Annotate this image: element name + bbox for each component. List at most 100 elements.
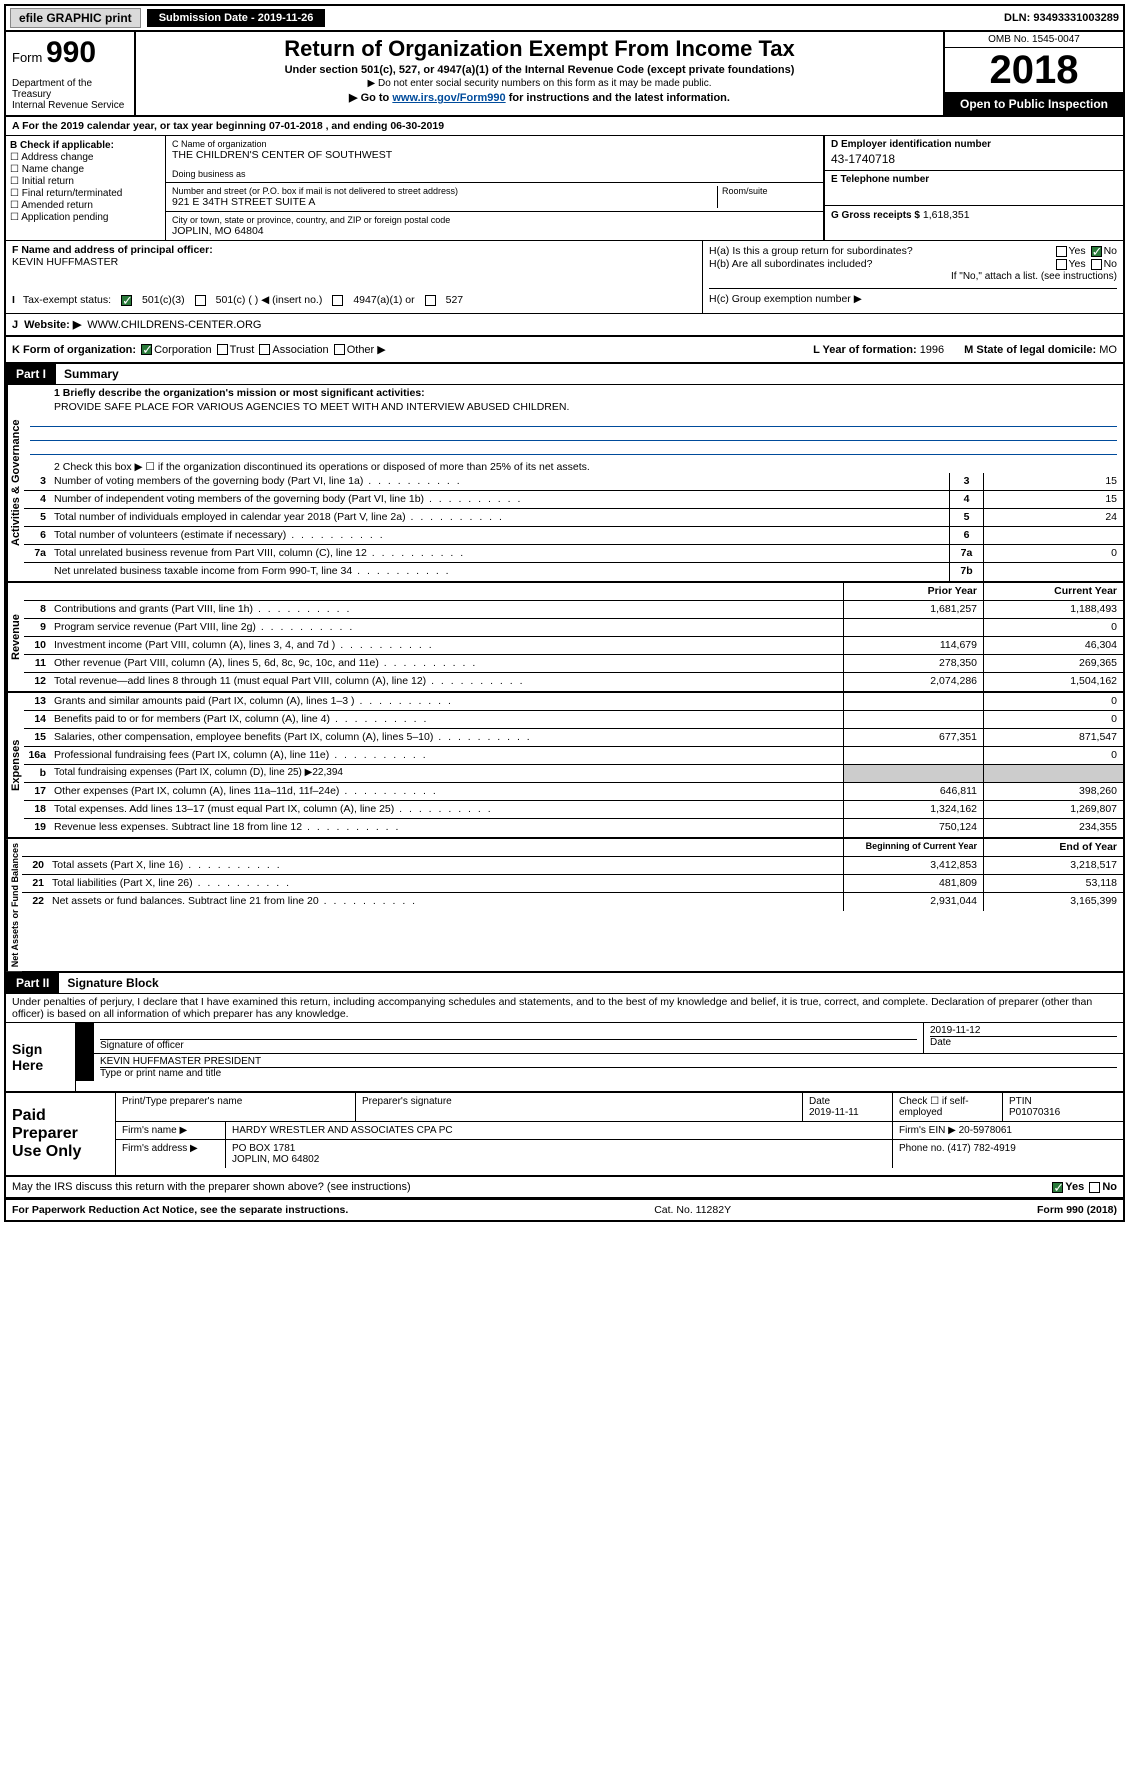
form-container: efile GRAPHIC print Submission Date - 20… [4,4,1125,1222]
discuss-row: May the IRS discuss this return with the… [6,1177,1123,1199]
irs-link[interactable]: www.irs.gov/Form990 [392,92,505,104]
sign-date: 2019-11-12 [930,1025,1117,1036]
chk-amended[interactable]: ☐ Amended return [10,200,161,211]
chk-other[interactable] [334,344,345,355]
row-a-tax-year: A For the 2019 calendar year, or tax yea… [6,117,1123,136]
section-net-assets: Net Assets or Fund Balances [6,839,22,971]
form-subtitle: Under section 501(c), 527, or 4947(a)(1)… [144,64,935,76]
chk-527[interactable] [425,295,436,306]
chk-hb-no[interactable] [1091,259,1102,270]
mission-text: PROVIDE SAFE PLACE FOR VARIOUS AGENCIES … [24,399,1123,413]
omb-number: OMB No. 1545-0047 [945,32,1123,48]
table-row: 5Total number of individuals employed in… [24,509,1123,527]
table-row: 22Net assets or fund balances. Subtract … [22,893,1123,911]
state-domicile: MO [1099,344,1117,356]
firm-ein: 20-5978061 [959,1125,1012,1136]
section-governance: Activities & Governance [6,385,24,581]
table-row: 10Investment income (Part VIII, column (… [24,637,1123,655]
table-row: 9Program service revenue (Part VIII, lin… [24,619,1123,637]
row-k-form-org: K Form of organization: Corporation Trus… [6,337,1123,364]
tax-year: 2018 [945,48,1123,93]
chk-ha-yes[interactable] [1056,246,1067,257]
top-bar: efile GRAPHIC print Submission Date - 20… [6,6,1123,32]
principal-officer: KEVIN HUFFMASTER [12,256,696,268]
chk-trust[interactable] [217,344,228,355]
chk-initial-return[interactable]: ☐ Initial return [10,176,161,187]
section-revenue: Revenue [6,583,24,691]
table-row: 19Revenue less expenses. Subtract line 1… [24,819,1123,837]
paid-preparer-block: Paid Preparer Use Only Print/Type prepar… [6,1093,1123,1177]
chk-name-change[interactable]: ☐ Name change [10,164,161,175]
row-fh: F Name and address of principal officer:… [6,241,1123,314]
col-prior-year: Prior Year [843,583,983,600]
open-public-badge: Open to Public Inspection [945,93,1123,115]
firm-address: PO BOX 1781 [232,1143,886,1154]
org-address: 921 E 34TH STREET SUITE A [172,196,717,208]
table-row: 13Grants and similar amounts paid (Part … [24,693,1123,711]
footer: For Paperwork Reduction Act Notice, see … [6,1199,1123,1220]
part-2-header: Part II Signature Block [6,973,1123,994]
chk-corp[interactable] [141,344,152,355]
chk-app-pending[interactable]: ☐ Application pending [10,212,161,223]
table-row: 11Other revenue (Part VIII, column (A), … [24,655,1123,673]
table-row: 15Salaries, other compensation, employee… [24,729,1123,747]
org-city: JOPLIN, MO 64804 [172,225,817,237]
submission-date-label: Submission Date - 2019-11-26 [147,9,326,27]
arrow-icon [76,1023,94,1053]
table-row: 4Number of independent voting members of… [24,491,1123,509]
table-row: 18Total expenses. Add lines 13–17 (must … [24,801,1123,819]
chk-discuss-no[interactable] [1089,1182,1100,1193]
col-c-org-info: C Name of organization THE CHILDREN'S CE… [166,136,823,240]
spacer [331,15,998,21]
chk-501c[interactable] [195,295,206,306]
chk-ha-no[interactable] [1091,246,1102,257]
table-row: 3Number of voting members of the governi… [24,473,1123,491]
col-end: End of Year [983,839,1123,856]
year-formation: 1996 [920,344,944,356]
table-row: 14Benefits paid to or for members (Part … [24,711,1123,729]
line-1-label: 1 Briefly describe the organization's mi… [24,385,1123,399]
table-row: 17Other expenses (Part IX, column (A), l… [24,783,1123,801]
header: Form 990 Department of the Treasury Inte… [6,32,1123,117]
table-row: 8Contributions and grants (Part VIII, li… [24,601,1123,619]
gross-receipts: 1,618,351 [923,209,970,221]
perjury-text: Under penalties of perjury, I declare th… [6,994,1123,1023]
dept-label: Department of the Treasury Internal Reve… [12,78,128,111]
ein-value: 43-1740718 [831,152,1117,166]
ptin: P01070316 [1009,1107,1117,1118]
row-j-website: J Website: ▶ WWW.CHILDRENS-CENTER.ORG [6,314,1123,337]
col-beginning: Beginning of Current Year [843,839,983,856]
section-expenses: Expenses [6,693,24,837]
table-row: 7aTotal unrelated business revenue from … [24,545,1123,563]
officer-name: KEVIN HUFFMASTER PRESIDENT [100,1056,1117,1067]
prep-date: 2019-11-11 [809,1107,886,1118]
dln-label: DLN: 93493331003289 [1004,12,1119,24]
part-1-header: Part I Summary [6,364,1123,385]
chk-address-change[interactable]: ☐ Address change [10,152,161,163]
col-d-ein: D Employer identification number 43-1740… [823,136,1123,240]
chk-hb-yes[interactable] [1056,259,1067,270]
table-row: Net unrelated business taxable income fr… [24,563,1123,581]
table-row: 12Total revenue—add lines 8 through 11 (… [24,673,1123,691]
table-row: 6Total number of volunteers (estimate if… [24,527,1123,545]
firm-phone: (417) 782-4919 [947,1143,1015,1154]
firm-name: HARDY WRESTLER AND ASSOCIATES CPA PC [226,1122,893,1139]
col-current-year: Current Year [983,583,1123,600]
form-number: Form 990 [12,36,128,70]
website-value: WWW.CHILDRENS-CENTER.ORG [87,319,261,331]
chk-4947[interactable] [332,295,343,306]
table-row: 16aProfessional fundraising fees (Part I… [24,747,1123,765]
form-title: Return of Organization Exempt From Incom… [144,36,935,62]
block-bcd: B Check if applicable: ☐ Address change … [6,136,1123,241]
chk-assoc[interactable] [259,344,270,355]
instructions-link-row: ▶ Go to www.irs.gov/Form990 for instruct… [144,91,935,104]
chk-501c3[interactable] [121,295,132,306]
org-name: THE CHILDREN'S CENTER OF SOUTHWEST [172,149,817,161]
line-2: 2 Check this box ▶ ☐ if the organization… [24,455,1123,473]
ssn-note: ▶ Do not enter social security numbers o… [144,78,935,89]
efile-print-button[interactable]: efile GRAPHIC print [10,8,141,28]
table-row: 20Total assets (Part X, line 16)3,412,85… [22,857,1123,875]
sign-here-block: Sign Here Signature of officer 2019-11-1… [6,1023,1123,1093]
chk-discuss-yes[interactable] [1052,1182,1063,1193]
chk-final-return[interactable]: ☐ Final return/terminated [10,188,161,199]
